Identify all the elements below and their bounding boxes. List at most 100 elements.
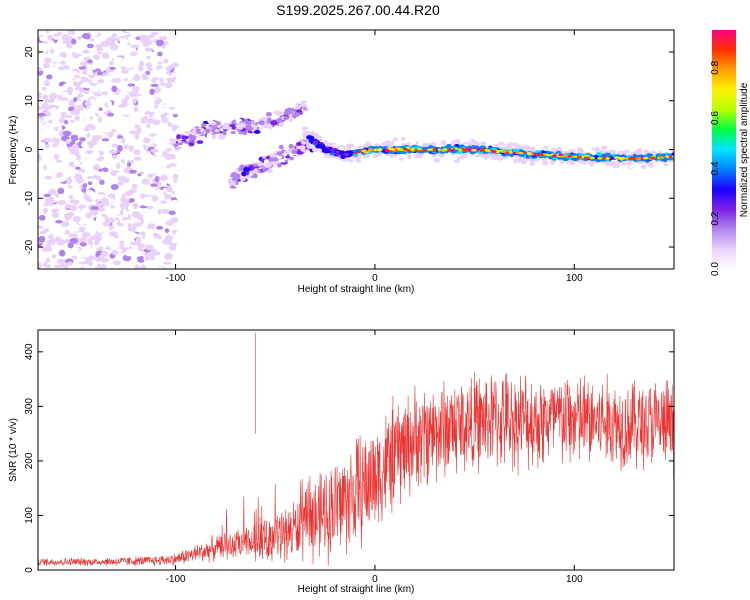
spectrogram-cell: [520, 159, 528, 165]
spectrogram-cell: [517, 114, 522, 119]
spectrogram-cell: [123, 77, 129, 82]
spectrogram-cell: [144, 255, 151, 261]
spectrogram-cell: [67, 242, 74, 249]
spectrogram-cell: [114, 77, 121, 84]
spectrogram-cell: [403, 135, 409, 142]
spectrogram-cell: [340, 155, 346, 159]
spectrogram-cell: [51, 254, 57, 259]
spectrogram-cell: [149, 88, 155, 95]
spectrogram-cell: [120, 91, 128, 96]
spectrogram-cell: [198, 243, 204, 250]
spectrogram-cell: [62, 39, 67, 45]
spectrogram-cell: [423, 57, 429, 61]
spectrogram-cell: [147, 231, 156, 236]
spectrogram-cell: [359, 35, 364, 38]
spectrogram-cell: [671, 73, 674, 77]
spectrogram-cell: [497, 160, 502, 164]
spectrogram-cell: [481, 107, 487, 112]
spectrogram-cell: [172, 173, 179, 180]
spectrogram-cell: [453, 154, 459, 158]
spectrogram-cell: [355, 158, 362, 163]
spectrogram-cell: [549, 240, 557, 244]
spectrogram-cell: [45, 257, 51, 263]
spectrogram-cell: [318, 158, 323, 162]
spectrogram-cell: [74, 75, 81, 79]
spectrogram-cell: [179, 52, 186, 58]
spectrogram-cell: [42, 94, 49, 100]
spectrogram-cell: [38, 106, 43, 111]
spectrogram-cell: [518, 149, 524, 154]
spectrogram-cell: [94, 240, 100, 246]
spectrogram-cell: [54, 139, 61, 143]
spectrogram-cell: [397, 33, 402, 37]
spectrogram-cell: [120, 69, 129, 75]
spectrogram-cell: [154, 260, 161, 265]
spectrogram-cell: [386, 187, 393, 192]
spectrogram-cell: [126, 162, 132, 168]
spectrogram-cell: [192, 258, 200, 261]
spectrogram-cell: [156, 39, 164, 47]
spectrogram-cell: [97, 224, 104, 230]
spectrogram-cell: [544, 216, 552, 220]
spectrogram-cell: [223, 122, 230, 128]
spectrogram-cell: [345, 143, 351, 149]
spectrogram-cell: [278, 121, 284, 128]
spectrogram-cell: [299, 103, 307, 108]
spectrogram-cell: [214, 129, 220, 133]
spectrogram-cell: [433, 189, 439, 193]
spectrogram-cell: [581, 259, 587, 263]
spectrogram-cell: [167, 30, 173, 35]
spectrogram-cell: [592, 75, 596, 80]
spectrogram-cell: [240, 177, 246, 182]
spectrogram-cell: [183, 188, 188, 196]
spectrogram-cell: [46, 196, 55, 203]
spectrogram-cell: [73, 96, 78, 103]
spectrogram-cell: [507, 164, 514, 170]
spectrogram-cell: [78, 168, 86, 173]
spectrogram-cell: [506, 47, 511, 52]
spectrogram-cell: [68, 194, 74, 200]
spectrogram-cell: [45, 163, 55, 168]
spectrogram-cell: [278, 144, 284, 150]
spectrogram-cell: [266, 65, 272, 70]
spectrogram-cell: [99, 179, 105, 185]
spectrogram-cell: [110, 205, 115, 209]
spectrogram-cell: [554, 257, 559, 262]
spectrogram-cell: [90, 30, 99, 36]
spectrogram-cell: [79, 137, 86, 142]
spectrogram-cell: [261, 124, 270, 129]
spectrogram-cell: [141, 72, 148, 78]
spectrogram-cell: [418, 256, 424, 261]
spectrogram-cell: [238, 122, 247, 128]
spectrogram-cell: [87, 247, 97, 254]
spectrogram-cell: [558, 229, 563, 235]
spectrogram-cell: [198, 205, 203, 210]
spectrogram-cell: [41, 87, 47, 91]
spectrogram-cell: [100, 91, 109, 96]
spectrogram-cell: [176, 100, 183, 107]
spectrogram-cell: [159, 231, 166, 238]
spectrogram-cell: [514, 158, 520, 163]
spectrogram-cell: [137, 243, 146, 249]
spectrogram-cell: [230, 130, 236, 135]
spectrogram-cell: [181, 171, 187, 176]
spectrogram-cell: [168, 210, 176, 215]
spectrogram-cell: [49, 94, 55, 99]
spectrogram-cell: [191, 123, 200, 127]
spectrogram-cell: [148, 223, 156, 229]
spectrogram-cell: [287, 107, 292, 112]
spectrogram-cell: [143, 199, 149, 207]
spectrogram-cell: [117, 104, 127, 108]
spectrogram-cell: [173, 159, 180, 163]
spectrogram-cell: [160, 82, 166, 87]
spectrogram-cell: [57, 125, 63, 132]
spectrogram-cell: [74, 159, 80, 166]
spectrogram-cell: [497, 212, 501, 217]
spectrogram-cell: [42, 40, 49, 45]
spectrogram-cell: [54, 62, 60, 68]
spectrogram-cell: [92, 164, 101, 171]
spectrogram-cell: [42, 137, 52, 143]
spectrogram-cell: [407, 154, 412, 160]
spectrogram-cell: [577, 149, 585, 154]
